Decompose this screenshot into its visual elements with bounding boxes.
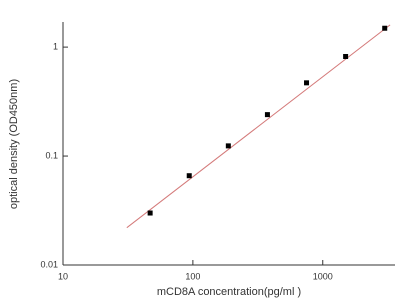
y-axis-label: optical density (OD450nm) (8, 79, 20, 209)
data-point (186, 173, 192, 179)
y-tick-label: 1 (53, 41, 58, 51)
y-tick-label: 0.01 (40, 259, 58, 269)
x-tick-label: 10 (58, 271, 68, 281)
data-point (343, 53, 349, 59)
x-axis-label: mCD8A concentration(pg/ml ) (157, 286, 301, 298)
data-point (264, 112, 270, 118)
data-point (382, 25, 388, 31)
fit-line (126, 24, 391, 229)
y-tick-label: 0.1 (45, 150, 58, 160)
x-tick-label: 100 (185, 271, 200, 281)
data-point (147, 210, 153, 216)
data-point (225, 143, 231, 149)
data-point (304, 80, 310, 86)
x-tick-label: 1000 (313, 271, 333, 281)
